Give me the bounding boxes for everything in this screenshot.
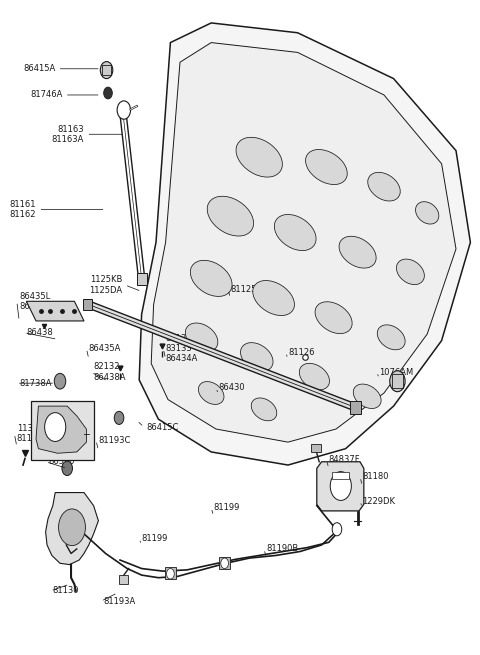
Ellipse shape: [396, 259, 424, 284]
Ellipse shape: [368, 172, 400, 201]
Text: 81130: 81130: [53, 586, 79, 595]
Polygon shape: [139, 23, 470, 465]
Ellipse shape: [251, 398, 277, 421]
Text: 81125: 81125: [230, 285, 257, 294]
Ellipse shape: [416, 202, 439, 224]
Circle shape: [390, 371, 405, 392]
Text: 86438: 86438: [26, 328, 53, 337]
Text: 81190B: 81190B: [266, 544, 299, 553]
FancyBboxPatch shape: [350, 401, 361, 414]
FancyBboxPatch shape: [137, 273, 147, 285]
FancyBboxPatch shape: [119, 575, 128, 584]
Circle shape: [59, 509, 85, 546]
Ellipse shape: [191, 260, 232, 297]
Text: 1125KB
1125DA: 1125KB 1125DA: [89, 275, 122, 295]
Ellipse shape: [240, 343, 273, 371]
Polygon shape: [46, 493, 98, 565]
Polygon shape: [317, 462, 364, 511]
Ellipse shape: [207, 196, 253, 236]
Ellipse shape: [339, 236, 376, 268]
Polygon shape: [31, 401, 94, 460]
Text: 86415C: 86415C: [146, 422, 179, 432]
Polygon shape: [26, 301, 84, 321]
Circle shape: [332, 523, 342, 536]
Polygon shape: [36, 406, 86, 453]
FancyBboxPatch shape: [219, 557, 230, 569]
FancyBboxPatch shape: [165, 567, 176, 579]
Text: 81199: 81199: [214, 503, 240, 512]
Circle shape: [117, 101, 131, 119]
Circle shape: [167, 569, 174, 579]
Ellipse shape: [253, 280, 294, 316]
Text: 1229DK: 1229DK: [362, 496, 396, 506]
Circle shape: [54, 373, 66, 389]
Ellipse shape: [198, 382, 224, 404]
FancyBboxPatch shape: [311, 444, 321, 452]
Text: 81199: 81199: [142, 534, 168, 543]
Text: 82132
86438A: 82132 86438A: [94, 362, 126, 382]
Text: 81738A: 81738A: [19, 379, 52, 388]
FancyBboxPatch shape: [83, 299, 92, 310]
Circle shape: [104, 87, 112, 99]
Text: 86415A: 86415A: [23, 64, 55, 73]
Text: 86435A: 86435A: [89, 344, 121, 353]
Polygon shape: [151, 43, 456, 442]
Ellipse shape: [275, 214, 316, 251]
Text: 84837F: 84837F: [329, 455, 360, 464]
Text: 86590: 86590: [48, 457, 74, 466]
Ellipse shape: [315, 302, 352, 333]
Text: 81180: 81180: [362, 472, 389, 481]
Text: 81193A: 81193A: [103, 597, 135, 606]
Ellipse shape: [306, 149, 347, 185]
Ellipse shape: [377, 325, 405, 350]
Text: 1076AM: 1076AM: [379, 367, 413, 377]
Circle shape: [114, 411, 124, 424]
Text: 81746A: 81746A: [30, 90, 62, 100]
FancyBboxPatch shape: [332, 472, 349, 479]
Circle shape: [221, 558, 228, 569]
Ellipse shape: [353, 384, 381, 409]
Circle shape: [45, 413, 66, 441]
Ellipse shape: [236, 138, 282, 177]
Text: 82132
83133
86434A: 82132 83133 86434A: [166, 333, 198, 364]
Text: 81163
81163A: 81163 81163A: [52, 124, 84, 144]
Circle shape: [62, 461, 72, 476]
Text: 86435L
86435R: 86435L 86435R: [19, 291, 52, 311]
Circle shape: [100, 62, 113, 79]
Text: 81126: 81126: [288, 348, 314, 357]
Text: 1130DB
81142: 1130DB 81142: [17, 424, 50, 443]
Ellipse shape: [185, 323, 218, 352]
Text: 81193C: 81193C: [98, 436, 131, 445]
Text: 81161
81162: 81161 81162: [10, 200, 36, 219]
Circle shape: [330, 472, 351, 500]
Text: 86430: 86430: [218, 383, 245, 392]
Ellipse shape: [300, 364, 329, 390]
